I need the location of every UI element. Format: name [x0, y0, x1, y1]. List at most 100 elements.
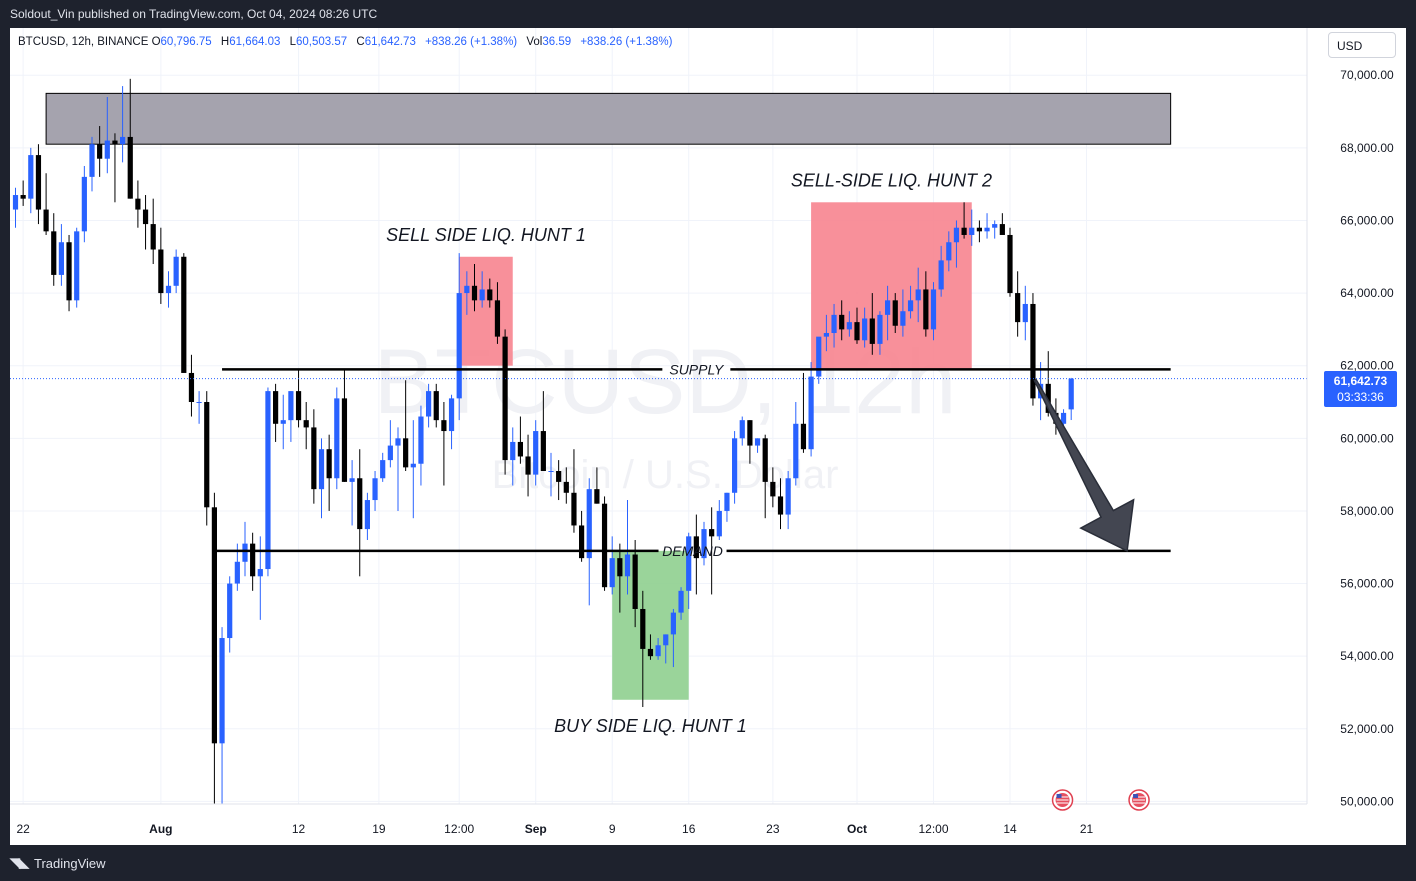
candle-body — [777, 496, 784, 515]
currency-button[interactable]: USD — [1328, 32, 1396, 58]
candle-body — [907, 300, 914, 312]
candle-body — [51, 231, 57, 275]
price-tick-label: 50,000.00 — [1340, 794, 1394, 808]
candle-body — [571, 492, 577, 526]
time-tick-label: Aug — [149, 822, 172, 836]
price-tick-label: 56,000.00 — [1340, 577, 1394, 591]
time-tick-label: 23 — [766, 822, 780, 836]
us-flag-event-icon[interactable] — [1051, 789, 1074, 811]
candle-body — [579, 525, 585, 559]
candle-body — [35, 155, 42, 210]
candle-body — [885, 300, 891, 315]
candle-body — [426, 391, 432, 417]
symbol-info[interactable]: BTCUSD, 12h, BINANCE — [18, 36, 149, 48]
candle-body — [785, 478, 791, 515]
candle-body — [770, 481, 776, 497]
high-label: H — [220, 36, 230, 48]
close-label: C — [356, 36, 365, 48]
candle-body — [946, 242, 952, 261]
change-value: +838.26 (+1.38%) — [425, 36, 518, 48]
candle-body — [487, 289, 493, 301]
candle-body — [686, 536, 692, 591]
price-tick-label: 64,000.00 — [1340, 286, 1394, 300]
time-tick-label: 22 — [16, 822, 30, 836]
candle-body — [701, 529, 707, 559]
candle-body — [632, 554, 638, 609]
vol-value: 36.59 — [542, 36, 572, 48]
candlestick-chart[interactable]: BTCUSD, 12h Bitcoin / U.S. Dollar SUPPLY… — [10, 28, 1406, 845]
candle-body — [479, 289, 485, 301]
candle-body — [280, 420, 286, 424]
candle-body — [915, 289, 921, 301]
candle-body — [135, 198, 141, 210]
open-label: O — [151, 36, 161, 48]
candle-body — [456, 293, 462, 399]
candle-body — [242, 543, 248, 562]
candle-body — [594, 489, 600, 504]
candle-body — [204, 402, 210, 508]
candle-body — [892, 300, 898, 326]
candle-body — [754, 438, 761, 446]
candle-body — [525, 456, 531, 475]
time-tick-label: 12:00 — [918, 822, 948, 836]
candle-body — [387, 445, 393, 461]
candle-body — [1045, 383, 1051, 413]
candle-body — [58, 242, 64, 275]
candle-body — [624, 554, 631, 577]
current-price-value: 61,642.73 — [1333, 373, 1388, 388]
us-flag-event-icon[interactable] — [1128, 789, 1150, 811]
candle-body — [869, 318, 875, 344]
candle-body — [311, 427, 317, 490]
high-value: 61,664.03 — [229, 36, 281, 48]
price-tick-label: 60,000.00 — [1340, 431, 1394, 445]
publish-header: Soldout_Vin published on TradingView.com… — [0, 0, 1416, 28]
sell-zone — [811, 202, 972, 370]
symbol-legend: BTCUSD, 12h, BINANCE O60,796.75 H61,664.… — [18, 36, 678, 48]
candle-body — [510, 441, 516, 461]
candle-body — [441, 420, 447, 432]
candle-body — [693, 536, 699, 559]
candle-body — [104, 140, 110, 159]
candle-body — [257, 569, 263, 577]
low-label: L — [289, 36, 296, 48]
candle-body — [586, 489, 592, 559]
time-tick-label: 14 — [1003, 822, 1017, 836]
candle-body — [326, 449, 332, 479]
price-tick-label: 70,000.00 — [1340, 68, 1394, 82]
price-axis-bg — [1307, 28, 1406, 845]
candle-body — [227, 583, 233, 639]
candle-body — [601, 503, 608, 588]
candle-body — [219, 638, 225, 744]
candle-body — [800, 423, 807, 450]
events — [1051, 789, 1150, 811]
candle-body — [862, 318, 868, 341]
candle-body — [556, 470, 562, 482]
candle-body — [112, 140, 118, 145]
candle-body — [540, 431, 546, 471]
current-price-tag: 61,642.73 03:33:36 — [1324, 370, 1397, 407]
candle-body — [877, 314, 883, 344]
candle-body — [142, 209, 149, 225]
candle-body — [43, 209, 49, 232]
price-tick-label: 66,000.00 — [1340, 213, 1394, 227]
candle-body — [349, 478, 355, 482]
candle-body — [357, 478, 363, 530]
range-zone — [45, 92, 1172, 145]
candle-body — [120, 136, 126, 145]
low-value: 60,503.57 — [296, 36, 348, 48]
candle-body — [188, 372, 195, 403]
candle-body — [196, 402, 202, 404]
candle-body — [839, 314, 845, 330]
candle-body — [969, 227, 975, 235]
candle-body — [655, 645, 661, 657]
candle-body — [678, 590, 684, 613]
time-tick-label: 9 — [609, 822, 616, 836]
candles — [12, 78, 1074, 827]
candle-body — [211, 507, 217, 744]
chart-frame[interactable]: BTCUSD, 12h, BINANCE O60,796.75 H61,664.… — [10, 28, 1406, 845]
time-tick-label: 19 — [372, 822, 386, 836]
candle-body — [20, 195, 26, 199]
time-tick-label: Sep — [525, 822, 547, 836]
candle-body — [418, 416, 424, 464]
vol-label: Vol — [526, 36, 543, 48]
